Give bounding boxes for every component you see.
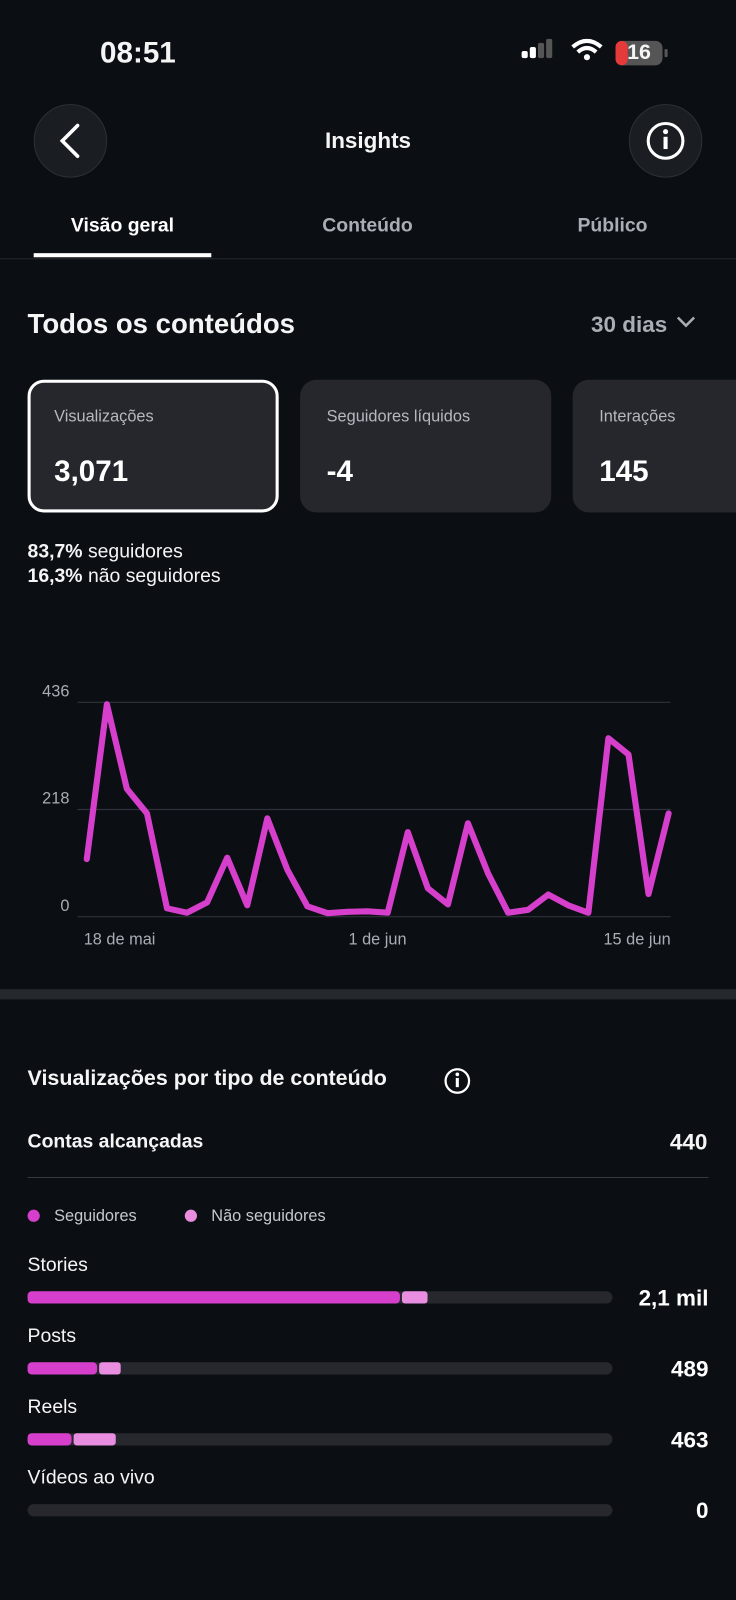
breakdown-label: não seguidores — [87, 565, 221, 587]
tab[interactable]: Conteúdo — [322, 215, 413, 237]
card-value: 3,071 — [54, 455, 129, 488]
row-label: Vídeos ao vivo — [28, 1467, 155, 1489]
card-value: -4 — [326, 455, 353, 488]
x-tick-label: 1 de jun — [348, 930, 406, 948]
tab[interactable]: Público — [577, 215, 648, 237]
status-time: 08:51 — [100, 36, 176, 70]
y-tick-label: 218 — [42, 790, 69, 808]
breakdown-value: 83,7% — [27, 541, 83, 563]
tab[interactable]: Visão geral — [70, 215, 175, 237]
card-label: Visualizações — [54, 408, 154, 426]
line-series — [83, 701, 672, 917]
back-button[interactable] — [33, 104, 108, 178]
legend-label: Não seguidores — [211, 1207, 325, 1225]
card-value: 145 — [599, 455, 649, 488]
breakdown-label: seguidores — [87, 541, 183, 563]
x-tick-label: 18 de mai — [84, 930, 156, 948]
info-icon — [646, 121, 685, 160]
x-tick-label: 15 de jun — [603, 930, 670, 948]
row-total: 0 — [696, 1498, 708, 1523]
metric-card[interactable]: Visualizações 3,071 — [27, 379, 279, 513]
row-label: Reels — [28, 1396, 78, 1418]
breakdown-line: 83,7% seguidores — [28, 541, 183, 563]
y-tick-label: 436 — [42, 684, 69, 700]
row-total: 489 — [671, 1356, 708, 1381]
y-tick-label: 0 — [60, 897, 69, 915]
content-type-bars: Seguidores Não seguidores Stories 2,1 mil Po… — [27, 1207, 709, 1523]
tab-indicator — [33, 253, 212, 258]
info-button[interactable] — [628, 104, 703, 178]
metric-card[interactable]: Seguidores líquidos -4 — [300, 379, 552, 513]
period-label: 30 dias — [591, 311, 668, 337]
breakdown-value: 16,3% — [27, 565, 83, 587]
line-chart: 0 218 436 18 de mai 1 de jun 15 de jun — [42, 684, 672, 948]
bar-segment — [27, 1362, 98, 1375]
bar-segment — [27, 1433, 72, 1446]
breakdown-line: 16,3% não seguidores — [28, 566, 221, 588]
back-icon — [59, 123, 80, 158]
divider — [27, 1176, 709, 1179]
legend-label: Seguidores — [54, 1207, 137, 1225]
card-label: Seguidores líquidos — [326, 408, 471, 426]
bar-segment — [27, 1291, 400, 1304]
card-label: Interações — [599, 408, 676, 426]
bar-track — [27, 1433, 613, 1446]
row-label: Stories — [28, 1254, 88, 1276]
page-title: Insights — [324, 127, 412, 154]
row-label: Posts — [28, 1325, 76, 1347]
reach-value: 440 — [669, 1129, 708, 1155]
row-total: 2,1 mil — [639, 1285, 709, 1310]
bar-segment — [99, 1362, 121, 1375]
reach-label: Contas alcançadas — [27, 1131, 204, 1153]
legend-dot — [184, 1209, 198, 1222]
divider — [0, 258, 736, 260]
section-divider — [0, 989, 736, 1000]
legend-dot — [27, 1209, 40, 1222]
bar-track — [27, 1504, 613, 1517]
bar-track — [27, 1362, 613, 1375]
chevron-down — [676, 316, 695, 328]
section-title: Visualizações por tipo de conteúdo — [27, 1066, 387, 1091]
metric-card[interactable]: Interações 145 — [572, 379, 736, 513]
bar-segment — [401, 1291, 428, 1304]
period-selector[interactable]: 30 dias — [591, 311, 698, 338]
status-icons — [521, 38, 668, 66]
section-title: Todos os conteúdos — [27, 308, 296, 339]
battery-level: 16 — [627, 40, 651, 65]
info-icon[interactable] — [442, 1067, 473, 1098]
bar-segment — [73, 1433, 116, 1446]
row-total: 463 — [671, 1427, 708, 1452]
